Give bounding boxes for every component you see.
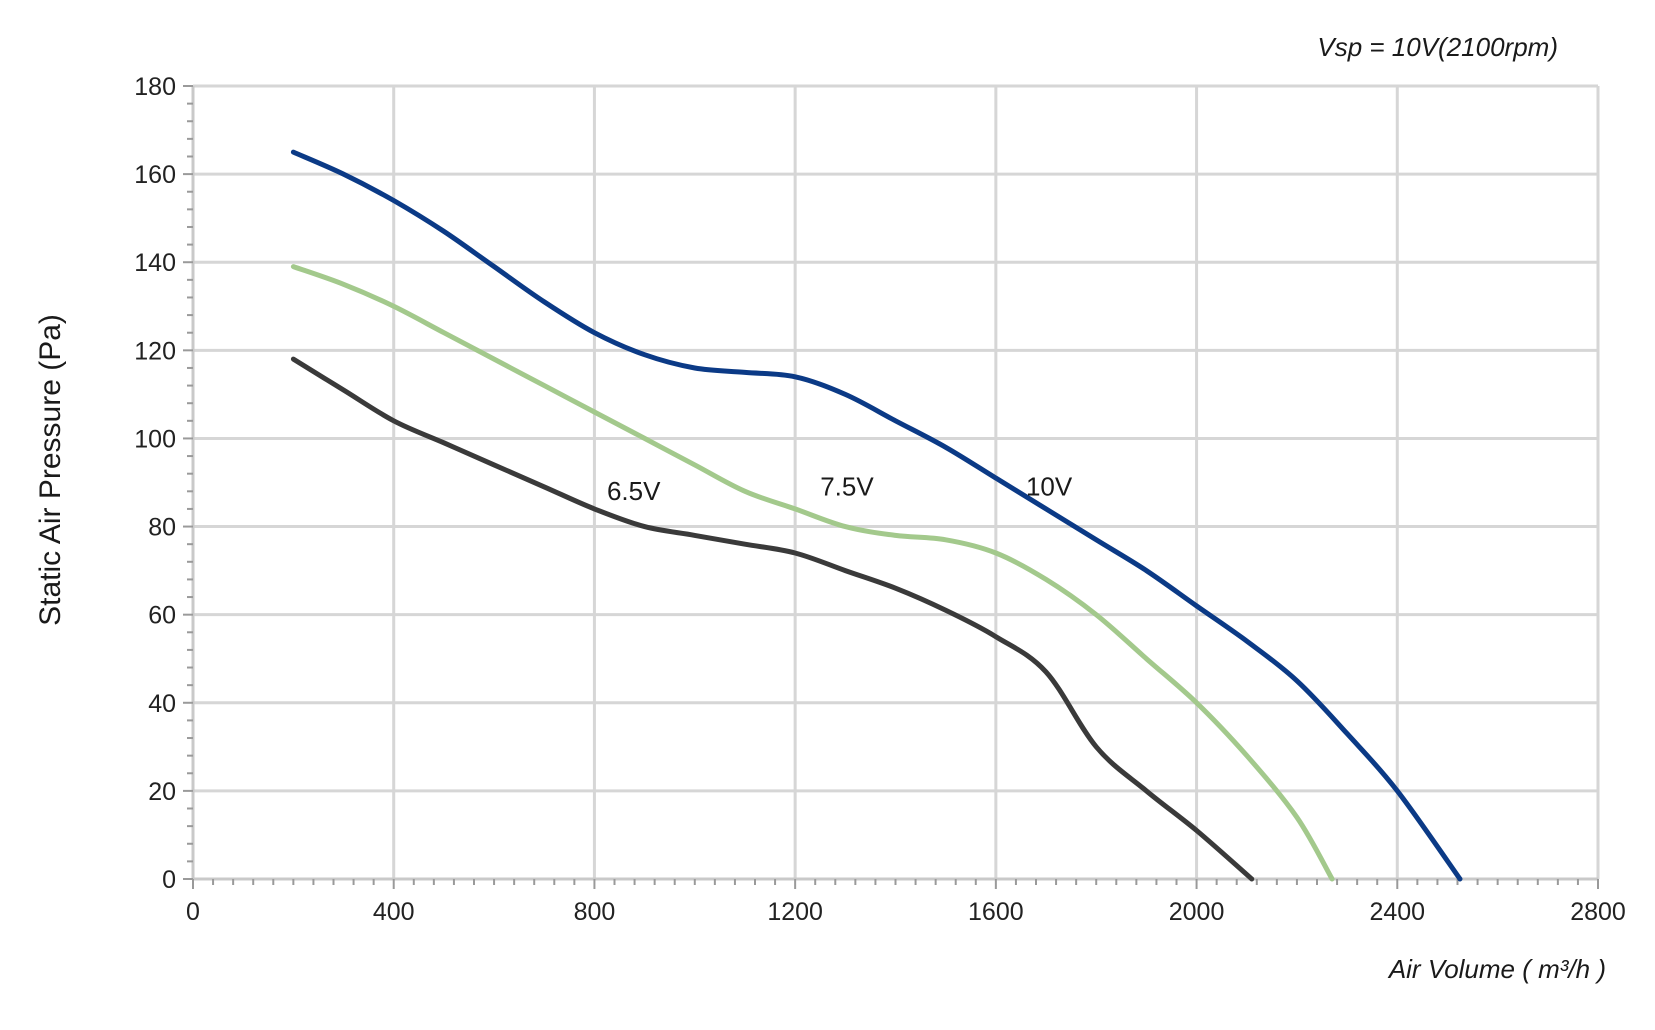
x-tick-label: 1200 <box>767 898 823 926</box>
series-line-7-5V <box>290 264 1335 882</box>
y-tick-label: 180 <box>134 73 176 101</box>
y-tick-label: 60 <box>148 602 176 630</box>
y-tick-label: 140 <box>134 249 176 277</box>
y-tick-label: 40 <box>148 690 176 718</box>
y-tick-label: 120 <box>134 337 176 365</box>
series-line-6-5V <box>290 356 1255 882</box>
series-line-10V <box>290 149 1463 882</box>
series-lines <box>290 149 1463 882</box>
y-tick-label: 0 <box>162 866 176 894</box>
y-axis-title: Static Air Pressure (Pa) <box>34 314 67 626</box>
y-tick-label: 100 <box>134 425 176 453</box>
series-label-7-5V: 7.5V <box>820 472 874 502</box>
x-tick-label: 400 <box>373 898 415 926</box>
series-labels: 10V 7.5V 6.5V <box>607 472 1073 506</box>
x-tick-label: 1600 <box>968 898 1024 926</box>
axes: 0 20 40 60 80 100 120 140 160 180 0 400 800 1200 1600 2… <box>134 73 1626 926</box>
x-tick-label: 800 <box>574 898 616 926</box>
series-label-10V: 10V <box>1026 472 1073 502</box>
x-tick-label: 2400 <box>1369 898 1425 926</box>
x-tick-label: 2000 <box>1169 898 1225 926</box>
y-tick-label: 20 <box>148 778 176 806</box>
x-tick-label: 0 <box>186 898 200 926</box>
speed-annotation: Vsp = 10V(2100rpm) <box>1317 32 1558 62</box>
series-label-6-5V: 6.5V <box>607 476 661 506</box>
grid <box>193 84 1600 879</box>
x-axis-title: Air Volume ( m³/h ) <box>1387 954 1606 984</box>
x-tick-label: 2800 <box>1570 898 1626 926</box>
y-tick-label: 80 <box>148 514 176 542</box>
y-tick-label: 160 <box>134 161 176 189</box>
